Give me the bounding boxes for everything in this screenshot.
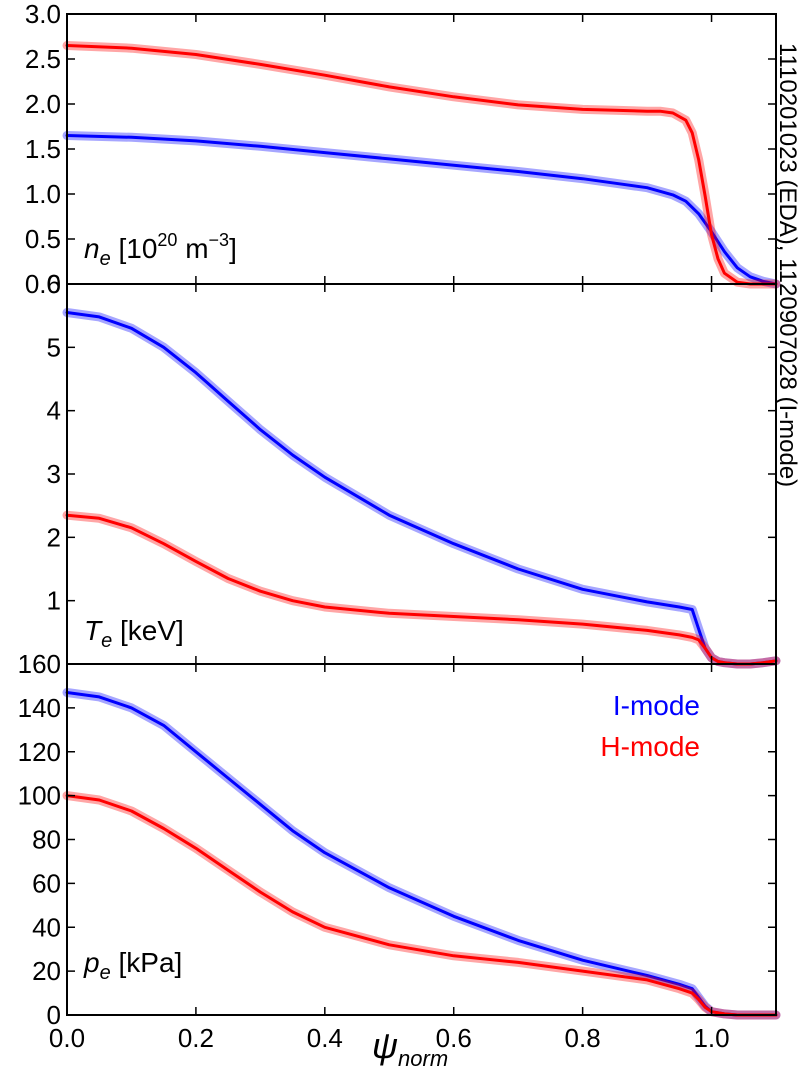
y-tick-label-Te: 2 xyxy=(47,522,61,552)
y-tick-label-bottom-ne: 0.0 xyxy=(25,269,61,299)
panel-ne: 0.5 1.0 1.5 2.0 2.5 3.0 0.0 ne [1020 m−3] xyxy=(25,0,781,299)
y-tick-label-Te: 6 xyxy=(47,269,61,299)
y-tick-label-Te: 5 xyxy=(47,332,61,362)
label-symbol: n xyxy=(84,233,100,264)
x-axis-subscript: norm xyxy=(398,1046,448,1070)
label-unit-mid: m xyxy=(177,233,208,264)
series-band-ne-i-mode xyxy=(62,131,781,289)
legend-entry-i-mode: I-mode xyxy=(613,690,700,721)
y-tick-label-ne: 2.0 xyxy=(25,89,61,119)
x-axis-label: ψnorm xyxy=(372,1025,448,1070)
label-unit: [kPa] xyxy=(111,947,183,978)
x-tick-label: 0.8 xyxy=(565,1023,601,1053)
panel-label-pe: pe [kPa] xyxy=(83,947,182,984)
y-tick-label-pe: 60 xyxy=(32,868,61,898)
series-line-ne-h-mode xyxy=(65,44,778,286)
y-tick-label-ne: 1.0 xyxy=(25,179,61,209)
panel-Te: 1 2 3 4 5 6 160 Te [keV] xyxy=(18,269,781,679)
x-tick-label: 0.2 xyxy=(178,1023,214,1053)
y-tick-label-ne: 2.5 xyxy=(25,44,61,74)
x-tick-label: 1.0 xyxy=(693,1023,729,1053)
y-tick-label-pe: 40 xyxy=(32,912,61,942)
y-tick-label-pe: 140 xyxy=(18,693,61,723)
side-label: 1110201023 (EDA), 1120907028 (I-mode) xyxy=(774,43,801,487)
y-tick-label-Te: 1 xyxy=(47,586,61,616)
y-tick-label-Te: 4 xyxy=(47,396,61,426)
label-unit: [keV] xyxy=(112,615,184,646)
y-tick-label-bottom-Te: 160 xyxy=(18,649,61,679)
y-tick-label-ne: 0.5 xyxy=(25,224,61,254)
label-symbol: p xyxy=(83,947,100,978)
y-tick-label-pe: 20 xyxy=(32,956,61,986)
series-line-ne-i-mode xyxy=(65,134,778,286)
label-unit-post: ] xyxy=(229,233,237,264)
x-tick-label: 0.0 xyxy=(49,1023,85,1053)
panel-label-ne: ne [1020 m−3] xyxy=(84,230,237,270)
x-axis-symbol: ψ xyxy=(372,1025,398,1066)
y-tick-label-pe: 100 xyxy=(18,781,61,811)
y-tick-label-ne: 3.0 xyxy=(25,0,61,29)
y-tick-label-pe: 0 xyxy=(47,1000,61,1030)
panels-layer: 0.51.01.52.02.53.00.0ne [1020 m−3]123456… xyxy=(18,0,781,1070)
y-tick-label-ne: 1.5 xyxy=(25,134,61,164)
label-superscript: 20 xyxy=(157,230,177,250)
legend: I-mode H-mode xyxy=(600,690,700,762)
y-tick-label-Te: 3 xyxy=(47,459,61,489)
label-subscript: e xyxy=(101,630,112,652)
panel-pe: 0 20 40 60 80 100 120 140 pe [kPa] 0.0 0.2 0.4 0.6 0.… xyxy=(18,663,781,1070)
x-tick-label: 0.4 xyxy=(307,1023,343,1053)
label-subscript: e xyxy=(100,962,111,984)
series-line-Te-h-mode xyxy=(65,513,778,666)
y-tick-label-pe: 120 xyxy=(18,737,61,767)
y-tick-label-pe: 80 xyxy=(32,825,61,855)
label-unit: [10 xyxy=(111,233,158,264)
label-superscript-2: −3 xyxy=(209,230,230,250)
label-subscript: e xyxy=(100,248,111,270)
label-symbol: T xyxy=(84,615,103,646)
panel-label-Te: Te [keV] xyxy=(84,615,184,652)
legend-entry-h-mode: H-mode xyxy=(600,731,700,762)
x-tick-label: 0.6 xyxy=(436,1023,472,1053)
